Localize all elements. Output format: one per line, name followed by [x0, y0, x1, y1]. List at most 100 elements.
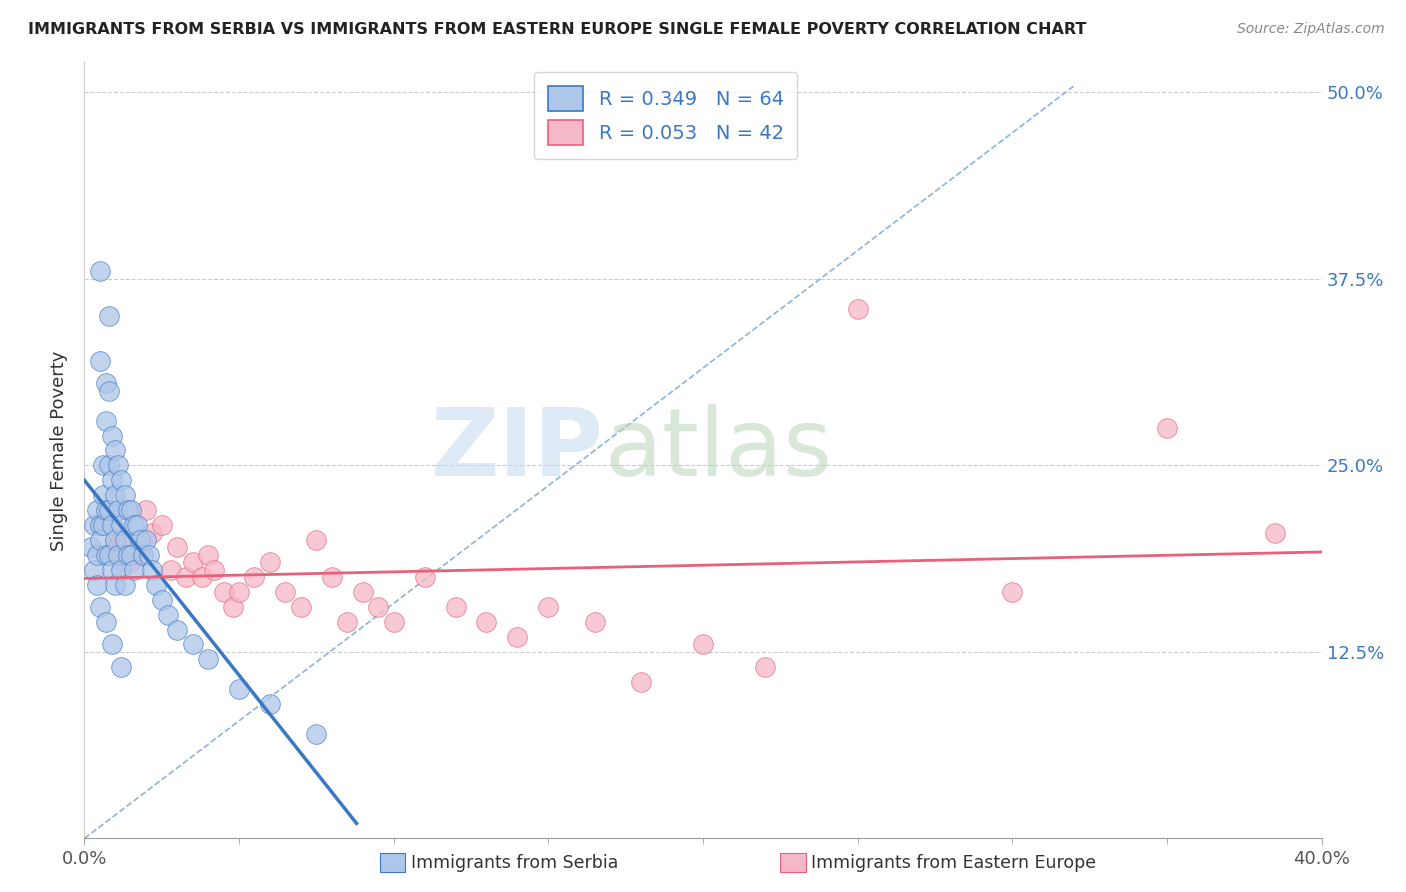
Point: [191, 570, 214, 584]
Point: [94, 503, 117, 517]
Point: [135, 533, 157, 547]
Point: [583, 615, 606, 629]
Point: [506, 630, 529, 644]
Text: Source: ZipAtlas.com: Source: ZipAtlas.com: [1237, 22, 1385, 37]
Point: [444, 600, 467, 615]
Point: [101, 637, 124, 651]
Point: [274, 585, 297, 599]
Point: [336, 615, 359, 629]
Point: [413, 570, 436, 584]
Point: [107, 548, 129, 562]
Point: [243, 570, 266, 584]
Point: [98, 458, 121, 473]
Point: [101, 428, 124, 442]
Point: [117, 503, 139, 517]
Point: [630, 674, 652, 689]
Point: [259, 697, 281, 711]
Point: [89, 264, 111, 278]
Point: [98, 548, 121, 562]
Point: [110, 563, 132, 577]
Point: [91, 518, 114, 533]
Point: [89, 518, 111, 533]
Point: [352, 585, 374, 599]
Point: [228, 585, 250, 599]
Point: [222, 600, 245, 615]
Text: ZIP: ZIP: [432, 404, 605, 497]
Point: [1001, 585, 1024, 599]
Point: [86, 578, 108, 592]
Point: [83, 563, 105, 577]
Point: [120, 548, 142, 562]
Point: [692, 637, 714, 651]
Point: [110, 660, 132, 674]
Point: [101, 473, 124, 487]
Point: [104, 578, 127, 592]
Text: IMMIGRANTS FROM SERBIA VS IMMIGRANTS FROM EASTERN EUROPE SINGLE FEMALE POVERTY C: IMMIGRANTS FROM SERBIA VS IMMIGRANTS FRO…: [28, 22, 1087, 37]
Point: [110, 533, 132, 547]
Point: [107, 503, 129, 517]
Point: [197, 548, 219, 562]
Point: [181, 637, 204, 651]
Point: [150, 518, 173, 533]
Point: [89, 533, 111, 547]
Point: [197, 652, 219, 666]
Point: [202, 563, 225, 577]
Text: Immigrants from Eastern Europe: Immigrants from Eastern Europe: [811, 854, 1097, 871]
Point: [104, 541, 127, 555]
Point: [110, 518, 132, 533]
Legend: R = 0.349   N = 64, R = 0.053   N = 42: R = 0.349 N = 64, R = 0.053 N = 42: [534, 72, 797, 159]
Point: [382, 615, 405, 629]
Point: [122, 563, 145, 577]
Point: [89, 518, 111, 533]
Point: [212, 585, 235, 599]
Point: [537, 600, 560, 615]
Point: [129, 548, 152, 562]
Point: [166, 541, 188, 555]
Point: [91, 488, 114, 502]
Point: [305, 533, 328, 547]
Point: [104, 443, 127, 458]
Point: [160, 563, 183, 577]
Point: [120, 555, 142, 569]
Point: [120, 503, 142, 517]
Point: [107, 458, 129, 473]
Point: [94, 414, 117, 428]
Point: [138, 548, 160, 562]
Point: [94, 376, 117, 391]
Point: [114, 533, 136, 547]
Text: atlas: atlas: [605, 404, 832, 497]
Point: [98, 503, 121, 517]
Point: [104, 533, 127, 547]
Point: [83, 518, 105, 533]
Point: [141, 563, 163, 577]
Point: [114, 488, 136, 502]
Point: [91, 458, 114, 473]
Point: [259, 555, 281, 569]
Point: [86, 503, 108, 517]
Point: [86, 548, 108, 562]
Point: [94, 615, 117, 629]
Point: [135, 503, 157, 517]
Point: [290, 600, 312, 615]
Point: [321, 570, 343, 584]
Point: [101, 518, 124, 533]
Point: [98, 548, 121, 562]
Point: [367, 600, 389, 615]
Point: [1156, 421, 1178, 435]
Point: [132, 548, 155, 562]
Point: [89, 600, 111, 615]
Point: [181, 555, 204, 569]
Point: [98, 309, 121, 323]
Y-axis label: Single Female Poverty: Single Female Poverty: [51, 351, 69, 550]
Point: [145, 578, 167, 592]
Point: [79, 541, 101, 555]
Text: Immigrants from Serbia: Immigrants from Serbia: [411, 854, 617, 871]
Point: [166, 623, 188, 637]
Point: [117, 548, 139, 562]
Point: [305, 727, 328, 741]
Point: [98, 384, 121, 398]
Point: [156, 607, 179, 622]
Point: [89, 354, 111, 368]
Point: [228, 682, 250, 697]
Point: [176, 570, 198, 584]
